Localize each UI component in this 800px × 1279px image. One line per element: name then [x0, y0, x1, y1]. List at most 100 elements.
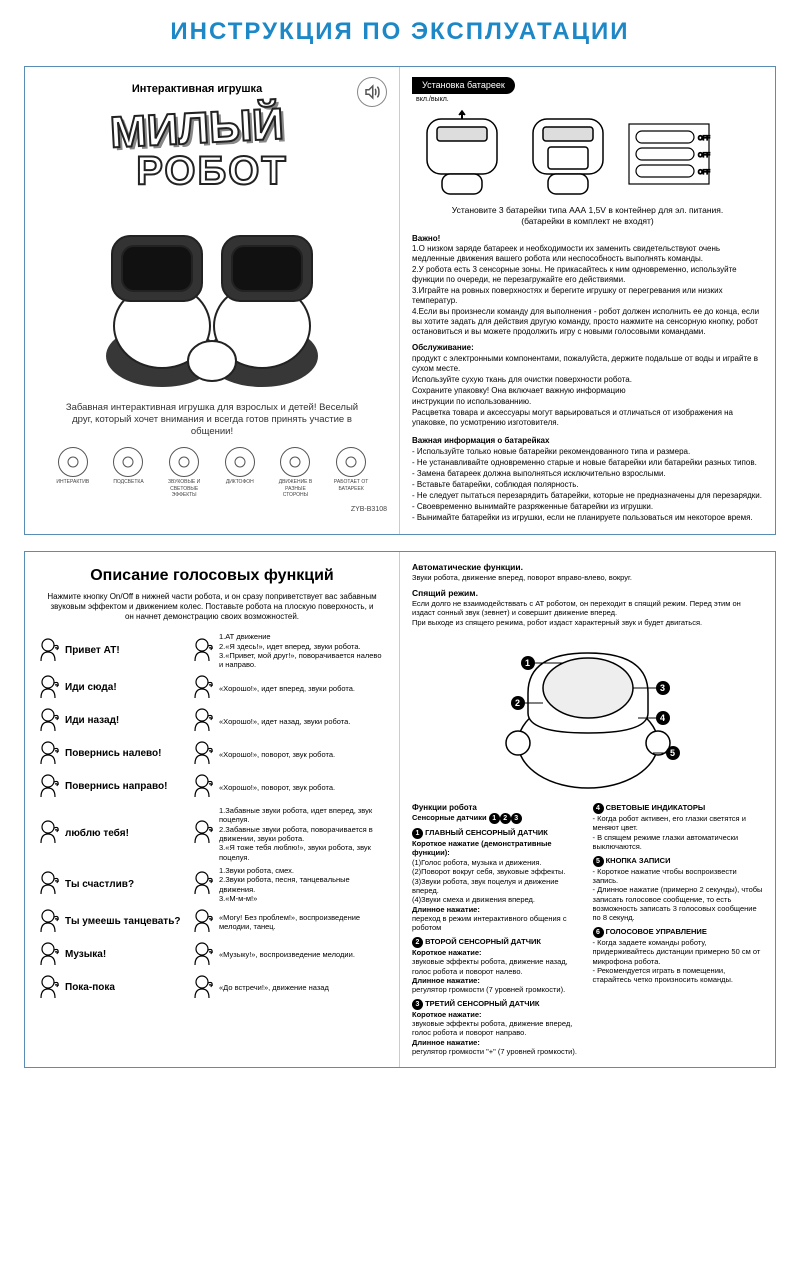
voice-command-row: Музыка! «Музыку!», воспроизведение мелоди… [37, 941, 387, 970]
battery-page: Установка батареек вкл./выкл. OFF OFF OF… [400, 67, 775, 534]
feature-icon [225, 447, 255, 477]
svg-text:OFF: OFF [698, 136, 710, 142]
text-line: - Используйте только новые батарейки рек… [412, 447, 763, 457]
speak-icon [191, 773, 213, 802]
text-line: (4)Звуки смеха и движения вперед. [412, 895, 583, 904]
command-description: «Музыку!», воспроизведение мелодии. [219, 950, 387, 959]
voice-command-row: Привет АТ! 1.АТ движение 2.«Я здесь!», ид… [37, 632, 387, 670]
voice-command-row: Иди сюда! «Хорошо!», идет вперед, звуки р… [37, 674, 387, 703]
command-name: Привет АТ! [65, 645, 185, 658]
sleep-mode-heading: Спящий режим. [412, 588, 763, 599]
speak-icon [37, 637, 59, 666]
text-line: - Не устанавливайте одновременно старые … [412, 458, 763, 468]
auto-functions-heading: Автоматические функции. [412, 562, 763, 573]
command-name: Повернись налево! [65, 748, 185, 761]
svg-text:4: 4 [660, 713, 665, 723]
feature-icons-row: ИНТЕРАКТИВПОДСВЕТКА ЗВУКОВЫЕ И СВЕТОВЫЕ Э… [45, 447, 379, 498]
speak-icon [191, 674, 213, 703]
voice-command-row: Пока-пока «До встречи!», движение назад [37, 974, 387, 1003]
battery-install-text: Установите 3 батарейки типа ААА 1,5V в к… [412, 205, 763, 226]
command-description: 1.Звуки робота, смех. 2.Звуки робота, пе… [219, 866, 387, 904]
command-name: люблю тебя! [65, 828, 185, 841]
feature-icon [169, 447, 199, 477]
bottom-panel: Описание голосовых функций Нажмите кнопк… [24, 551, 776, 1067]
feature-icon [336, 447, 366, 477]
command-description: «Хорошо!», поворот, звук робота. [219, 750, 387, 759]
speak-icon [191, 637, 213, 666]
command-name: Музыка! [65, 949, 185, 962]
text-line: 3.Играйте на ровных поверхностях и берег… [412, 286, 763, 306]
voice-command-row: Иди назад! «Хорошо!», идет назад, звуки р… [37, 707, 387, 736]
feature-item: ДВИЖЕНИЕ В РАЗНЫЕ СТОРОНЫ [273, 447, 317, 498]
speak-icon [191, 974, 213, 1003]
voice-functions-page: Описание голосовых функций Нажмите кнопк… [25, 552, 400, 1066]
command-description: «Хорошо!», идет назад, звуки робота. [219, 717, 387, 726]
command-description: «До встречи!», движение назад [219, 983, 387, 992]
features-column: 4 СВЕТОВЫЕ ИНДИКАТОРЫ - Когда робот акти… [593, 799, 764, 1057]
command-description: «Хорошо!», идет вперед, звуки робота. [219, 684, 387, 693]
speak-icon [37, 908, 59, 937]
command-name: Ты умеешь танцевать? [65, 916, 185, 929]
feature-5-block: 5 КНОПКА ЗАПИСИ - Короткое нажатие чтобы… [593, 856, 764, 923]
voice-command-row: Повернись направо!«Хорошо!», поворот, зв… [37, 773, 387, 802]
text-line: Расцветка товара и аксессуары могут варь… [412, 408, 763, 428]
voice-command-row: Повернись налево! «Хорошо!», поворот, зву… [37, 740, 387, 769]
voice-functions-intro: Нажмите кнопку On/Off в нижней части роб… [47, 592, 377, 622]
text-line: - Когда задаете команды роботу, придержи… [593, 938, 764, 966]
feature-6-block: 6 ГОЛОСОВОЕ УПРАВЛЕНИЕ - Когда задаете к… [593, 927, 764, 985]
feature-4-block: 4 СВЕТОВЫЕ ИНДИКАТОРЫ - Когда робот акти… [593, 803, 764, 852]
command-description: 1.АТ движение 2.«Я здесь!», идет вперед,… [219, 632, 387, 670]
text-line: продукт с электронными компонентами, пож… [412, 354, 763, 374]
svg-text:2: 2 [515, 698, 520, 708]
command-name: Пока-пока [65, 982, 185, 995]
sensor-3-block: 3 ТРЕТИЙ СЕНСОРНЫЙ ДАТЧИК Короткое нажат… [412, 999, 583, 1057]
voice-command-row: Ты счастлив?1.Звуки робота, смех. 2.Звук… [37, 866, 387, 904]
page-main-title: ИНСТРУКЦИЯ ПО ЭКСПЛУАТАЦИИ [0, 0, 800, 60]
top-panel: Интерактивная игрушка МИЛЫЙ РОБОТ Забавн… [24, 66, 776, 535]
model-number: ZYB-B3108 [37, 506, 387, 515]
speak-icon [37, 674, 59, 703]
speak-icon [191, 908, 213, 937]
text-line: - Своевременно вынимайте разряженные бат… [412, 502, 763, 512]
speak-icon [191, 740, 213, 769]
battery-section-tab: Установка батареек [412, 77, 515, 94]
speak-icon [37, 773, 59, 802]
feature-item: ЗВУКОВЫЕ И СВЕТОВЫЕ ЭФФЕКТЫ [162, 447, 206, 498]
feature-icon [58, 447, 88, 477]
command-name: Иди назад! [65, 715, 185, 728]
sleep-mode-text: Если долго не взаимодействвать с АТ робо… [412, 599, 763, 627]
feature-item: ПОДСВЕТКА [106, 447, 150, 498]
text-line: - Длинное нажатие (примерно 2 секунды), … [593, 885, 764, 923]
text-line: - Рекомендуется играть в помещении, стар… [593, 966, 764, 985]
sensor-1-block: 1 ГЛАВНЫЙ СЕНСОРНЫЙ ДАТЧИК Короткое нажа… [412, 828, 583, 933]
text-line: - В спящем режиме глазки автоматически в… [593, 833, 764, 852]
battery-info-heading: Важная информация о батарейках [412, 436, 763, 446]
product-logo: МИЛЫЙ РОБОТ [37, 101, 387, 196]
text-line: 1.О низком заряде батареек и необходимос… [412, 244, 763, 264]
switch-label: вкл./выкл. [416, 96, 763, 105]
speak-icon [191, 819, 213, 848]
speak-icon [191, 941, 213, 970]
feature-item: ИНТЕРАКТИВ [51, 447, 95, 498]
text-line: 2.У робота есть 3 сенсорные зоны. Не при… [412, 265, 763, 285]
product-subtitle: Интерактивная игрушка [37, 83, 387, 97]
speak-icon [37, 740, 59, 769]
product-description: Забавная интерактивная игрушка для взрос… [55, 402, 369, 438]
sensors-column: Функции робота Сенсорные датчики 123 1 Г… [412, 799, 583, 1057]
command-name: Иди сюда! [65, 682, 185, 695]
text-line: - Вставьте батарейки, соблюдая полярност… [412, 480, 763, 490]
voice-command-row: Ты умеешь танцевать? «Могу! Без проблем!»… [37, 908, 387, 937]
speak-icon [191, 707, 213, 736]
sensor-2-block: 2 ВТОРОЙ СЕНСОРНЫЙ ДАТЧИК Короткое нажат… [412, 937, 583, 995]
text-line: - Не следует пытаться перезарядить батар… [412, 491, 763, 501]
text-line: (1)Голос робота, музыка и движения. [412, 858, 583, 867]
text-line: - Вынимайте батарейки из игрушки, если н… [412, 513, 763, 523]
text-line: - Короткое нажатие чтобы воспроизвести з… [593, 867, 764, 886]
functions-detail-page: Автоматические функции. Звуки робота, дв… [400, 552, 775, 1066]
text-line: - Замена батареек должна выполняться иск… [412, 469, 763, 479]
speak-icon [191, 870, 213, 899]
text-line: (2)Поворот вокруг себя, звуковые эффекты… [412, 867, 583, 876]
text-line: инструкции по использованнию. [412, 397, 763, 407]
command-description: «Могу! Без проблем!», воспроизведение ме… [219, 913, 387, 932]
svg-text:OFF: OFF [698, 170, 710, 176]
